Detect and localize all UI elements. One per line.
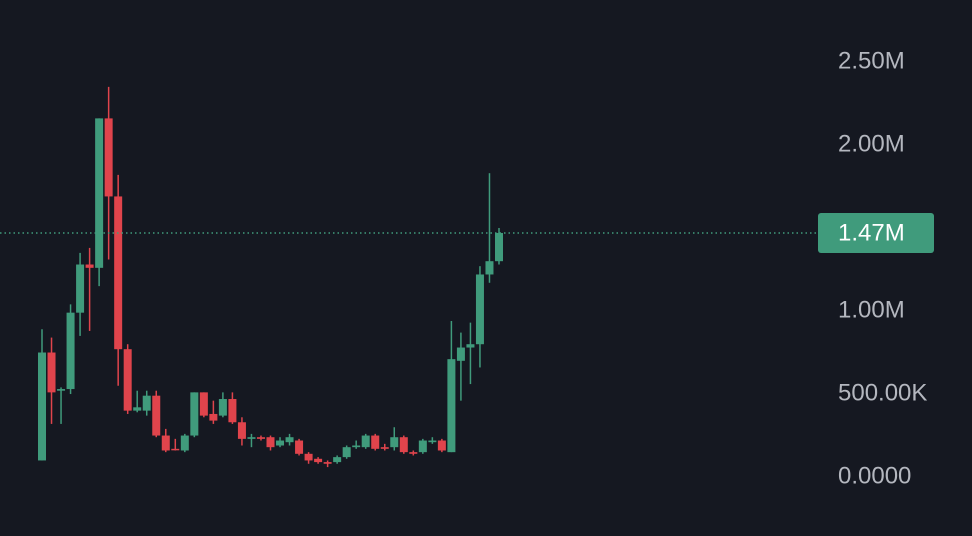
candle-body [342, 447, 351, 458]
candle-body [409, 452, 418, 454]
y-tick-label: 0.0000 [838, 462, 911, 489]
candle-body [152, 395, 161, 436]
candle-body [437, 440, 446, 451]
candle-body [161, 435, 170, 451]
candle-body [266, 437, 275, 448]
candle-body [47, 352, 56, 393]
candle-body [447, 359, 456, 453]
candle-body [76, 264, 85, 313]
candle-body [314, 458, 323, 463]
candle-body [209, 413, 218, 421]
candle-body [399, 437, 408, 453]
candle-body [171, 448, 180, 451]
y-tick-label: 1.00M [838, 296, 905, 323]
candle-body [104, 118, 113, 197]
candle-body [133, 407, 142, 411]
candle-body [190, 392, 199, 436]
candle-body [304, 453, 313, 461]
candle-body [247, 437, 256, 439]
candle-body [361, 435, 370, 448]
candle-body [390, 437, 399, 448]
candle-body [38, 352, 46, 461]
price-label-box [818, 212, 934, 253]
candle-body [333, 457, 342, 463]
candle-body [323, 462, 332, 464]
candle-body [428, 440, 437, 443]
candle-body [228, 399, 237, 423]
candle-body [142, 395, 151, 411]
candle-body [418, 440, 427, 453]
candle-body [475, 274, 484, 345]
candle-body [66, 312, 75, 390]
candle-body [295, 440, 304, 454]
candle-body [456, 347, 465, 361]
candle-body [57, 389, 66, 391]
candle-body [123, 349, 132, 411]
candle-body [256, 437, 265, 439]
candle-body [114, 196, 123, 350]
candle-body [485, 261, 494, 275]
candle-body [237, 422, 246, 439]
y-tick-label: 2.50M [838, 47, 905, 74]
candle-body [380, 447, 389, 449]
candle-body [495, 232, 503, 262]
y-tick-label: 2.00M [838, 130, 905, 157]
y-tick-label: 500.00K [838, 379, 927, 406]
candle-body [276, 440, 285, 446]
candle-body [95, 118, 104, 268]
candle-body [466, 344, 475, 348]
candle-body [180, 435, 189, 451]
price-label: 1.47M [838, 219, 905, 246]
candle-body [218, 399, 227, 416]
candle-body [352, 445, 361, 448]
candle-body [285, 437, 294, 443]
candle-body [85, 264, 94, 268]
candle-body [199, 392, 208, 416]
candle-body [371, 435, 380, 449]
